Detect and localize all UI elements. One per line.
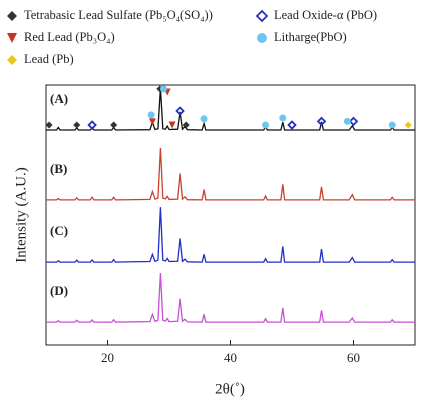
legend-label: Lead (Pb) [24,52,74,66]
phase-marker [147,111,155,119]
legend-symbol [255,9,269,23]
phase-marker [262,121,270,129]
plot-frame [45,84,416,346]
phase-marker [168,121,176,129]
legend-symbol [7,55,17,65]
phase-marker [175,106,185,116]
legend-label: Red Lead (Pb₃O₄) [24,30,115,44]
phase-marker [45,121,53,129]
pattern-label: (C) [50,223,68,238]
pattern-line [46,88,415,131]
phase-marker [87,120,97,130]
legend-symbol [7,33,17,43]
legend-symbol [257,33,267,43]
x-tick-label: 40 [224,350,237,365]
x-tick-label: 60 [347,350,360,365]
phase-marker [279,114,287,122]
pattern-line [46,207,415,263]
pattern-label: (A) [50,91,68,106]
phase-marker [316,116,327,127]
pattern-label: (D) [50,283,68,298]
phase-marker [343,117,351,125]
pattern-line [46,147,415,201]
phase-marker [388,121,396,129]
x-axis-label: 2θ(˚) [215,381,245,397]
phase-marker [159,85,167,93]
pattern-line [46,272,415,323]
legend-label: Litharge(PbO) [274,30,347,44]
y-axis-label: Intensity (A.U.) [13,167,29,262]
phase-marker [404,121,412,129]
pattern-label: (B) [50,161,67,176]
legend-label: Lead Oxide-α (PbO) [274,8,377,22]
phase-marker [73,121,81,129]
legend-label: Tetrabasic Lead Sulfate (Pb₅O₄(SO₄)) [24,8,213,22]
phase-marker [110,121,118,129]
legend-symbol [7,11,17,21]
phase-marker [182,121,190,129]
phase-marker [200,115,208,123]
phase-marker [148,118,156,126]
x-tick-label: 20 [101,350,114,365]
phase-marker [348,116,359,127]
phase-marker [287,120,297,130]
